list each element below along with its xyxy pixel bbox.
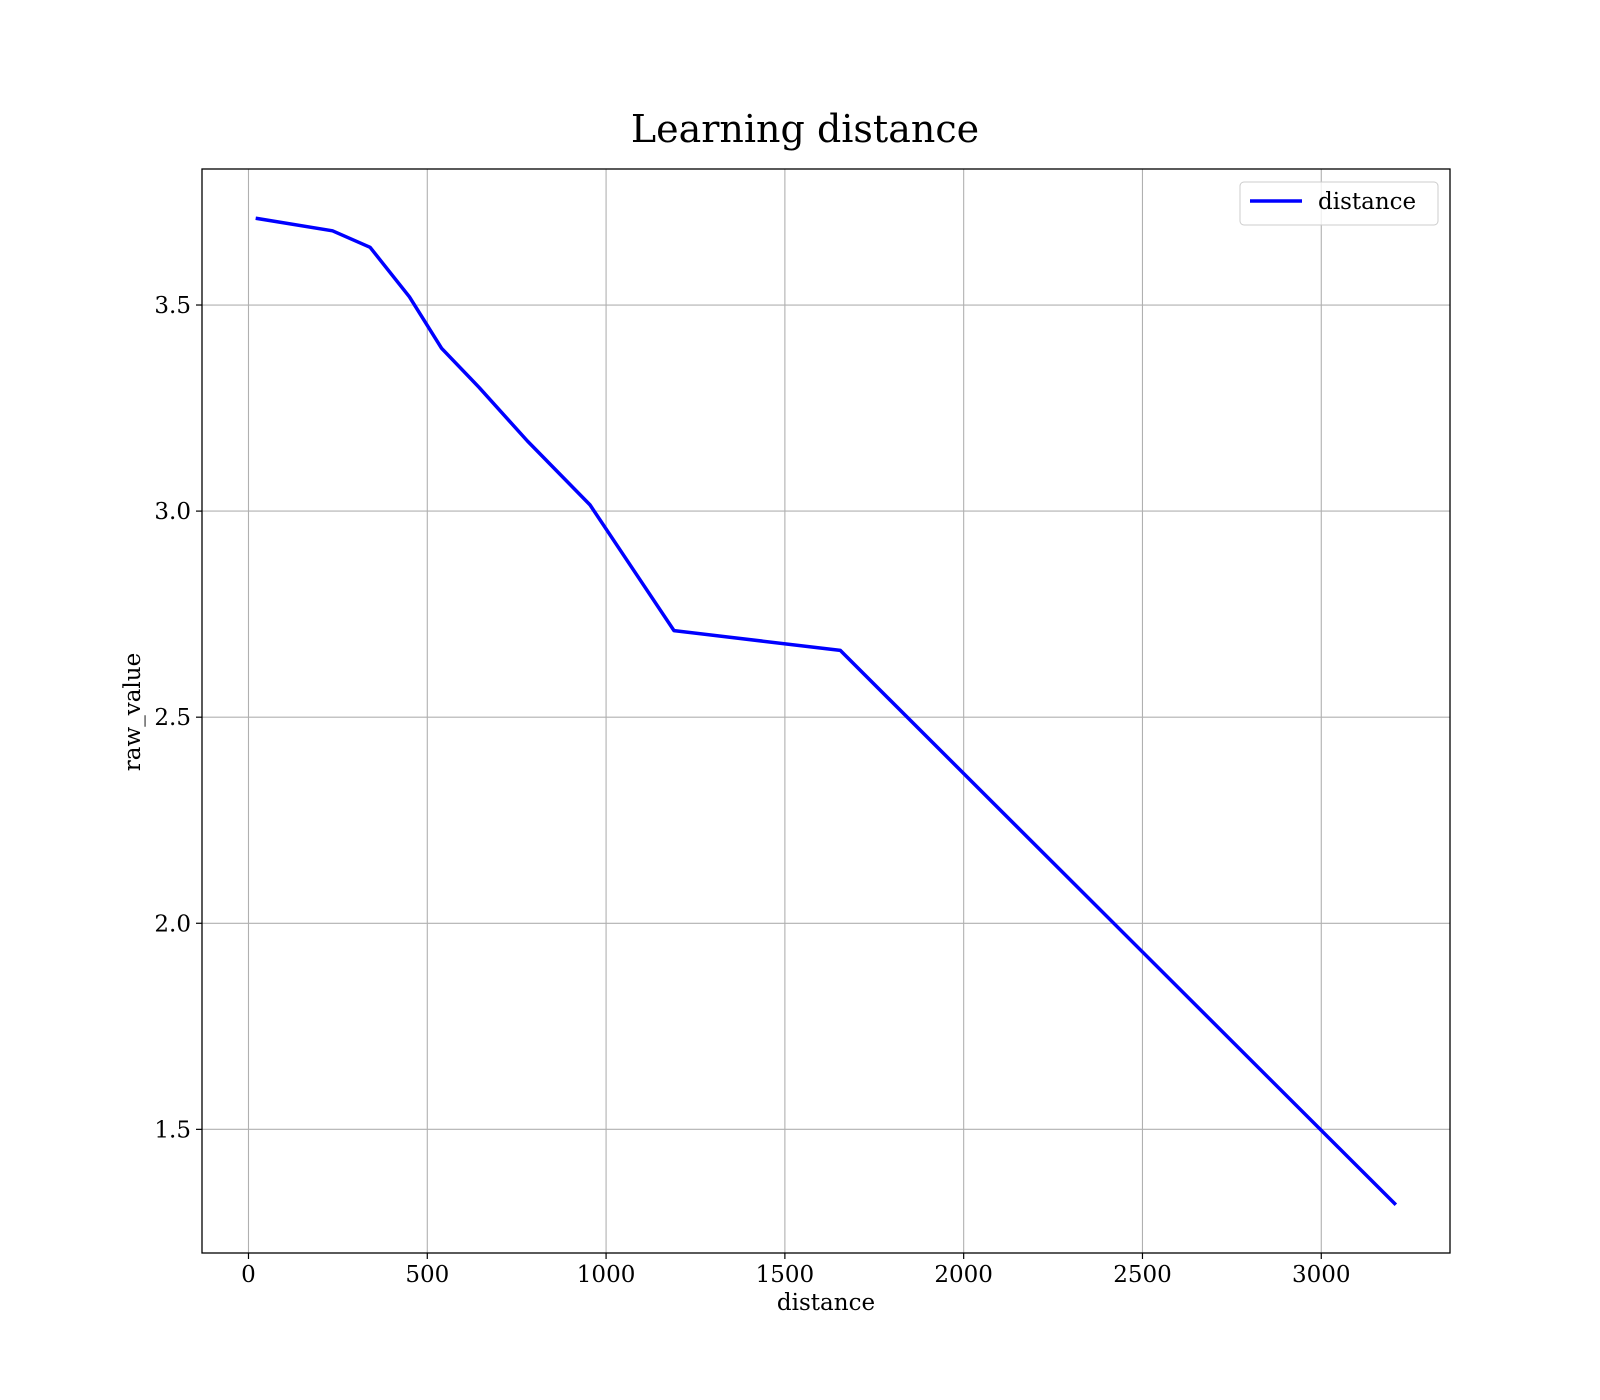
series-line-distance: [255, 216, 1398, 1206]
x-tick-label: 1500: [756, 1262, 815, 1288]
x-tick-label: 500: [405, 1262, 449, 1288]
x-tick-label: 2000: [934, 1262, 993, 1288]
y-tick-label: 2.0: [154, 911, 191, 937]
plot-frame: [201, 168, 1451, 1254]
x-tick-label: 0: [241, 1262, 256, 1288]
y-axis-label: raw_value: [120, 653, 146, 771]
y-tick-label: 3.5: [154, 293, 191, 319]
x-axis-label: distance: [777, 1290, 875, 1316]
legend-label-distance: distance: [1318, 189, 1416, 215]
series-lines: [255, 216, 1398, 1206]
grid-lines: [202, 169, 1450, 1253]
legend-box: [1239, 181, 1439, 226]
axis-ticks: [196, 304, 1322, 1259]
x-tick-label: 2500: [1113, 1262, 1172, 1288]
y-tick-label: 2.5: [154, 705, 191, 731]
legend: distance: [1239, 181, 1439, 226]
y-tick-label: 1.5: [154, 1117, 191, 1143]
x-tick-label: 1000: [577, 1262, 636, 1288]
y-tick-label: 3.0: [154, 499, 191, 525]
x-tick-label: 3000: [1292, 1262, 1351, 1288]
axis-tick-labels: 0 500 1000 1500 2000 2500 3000 1.5 2.0 2.5 3.0 3.5: [154, 293, 1350, 1288]
chart-title: Learning distance: [631, 107, 979, 151]
